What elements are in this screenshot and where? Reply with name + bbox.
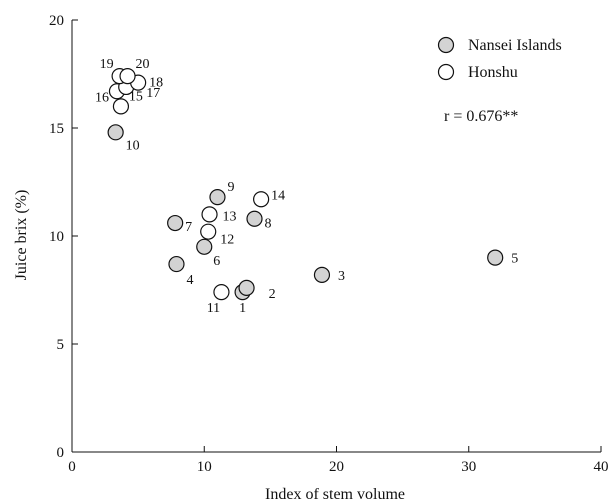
data-point [112, 98, 130, 115]
x-tick-label: 0 [68, 459, 76, 475]
data-point [200, 223, 217, 240]
data-point [246, 210, 263, 227]
legend-label: Nansei Islands [468, 37, 562, 54]
data-point [119, 68, 136, 85]
y-tick-label: 0 [57, 445, 65, 461]
point-label: 20 [136, 57, 150, 72]
point-label: 6 [213, 254, 220, 269]
point-label: 14 [271, 188, 285, 203]
point-label: 12 [220, 233, 234, 248]
y-axis-label: Juice brix (%) [13, 190, 30, 281]
legend-marker [437, 63, 455, 81]
data-point [201, 206, 218, 223]
data-point [487, 249, 504, 266]
axes [71, 19, 602, 453]
data-point [213, 284, 230, 301]
point-label: 2 [269, 287, 276, 302]
point-label: 5 [511, 252, 518, 267]
point-label: 3 [338, 269, 345, 284]
y-tick-label: 5 [57, 337, 65, 353]
point-label: 7 [185, 220, 192, 235]
point-label: 1 [239, 301, 246, 316]
data-points [107, 68, 504, 301]
y-tick-label: 15 [49, 121, 64, 137]
y-tick-label: 10 [49, 229, 64, 245]
correlation-annotation: r = 0.676** [444, 108, 518, 125]
data-point [313, 266, 331, 283]
x-tick-label: 10 [197, 459, 212, 475]
point-label: 9 [227, 180, 234, 195]
legend: Nansei Islands Honshu [437, 36, 562, 81]
point-label: 11 [207, 301, 220, 316]
point-label: 17 [146, 86, 160, 101]
data-point [168, 255, 185, 273]
point-label: 18 [149, 76, 163, 91]
data-point [253, 191, 270, 208]
data-point [196, 238, 213, 255]
point-label: 4 [186, 273, 193, 288]
point-label: 19 [100, 57, 114, 72]
x-tick-label: 40 [594, 459, 609, 475]
x-axis-label: Index of stem volume [265, 486, 405, 503]
y-tick-label: 20 [49, 13, 64, 29]
point-label: 10 [126, 138, 140, 153]
x-tick-label: 20 [329, 459, 344, 475]
legend-marker [437, 36, 455, 54]
data-point [238, 279, 255, 296]
point-label: 15 [129, 89, 143, 104]
data-point [167, 214, 184, 232]
point-label: 13 [223, 209, 237, 224]
x-tick-label: 30 [461, 459, 476, 475]
data-point [107, 124, 124, 141]
data-point [209, 189, 226, 206]
point-label: 8 [265, 217, 272, 232]
point-label: 16 [95, 90, 109, 105]
legend-label: Honshu [468, 64, 518, 81]
